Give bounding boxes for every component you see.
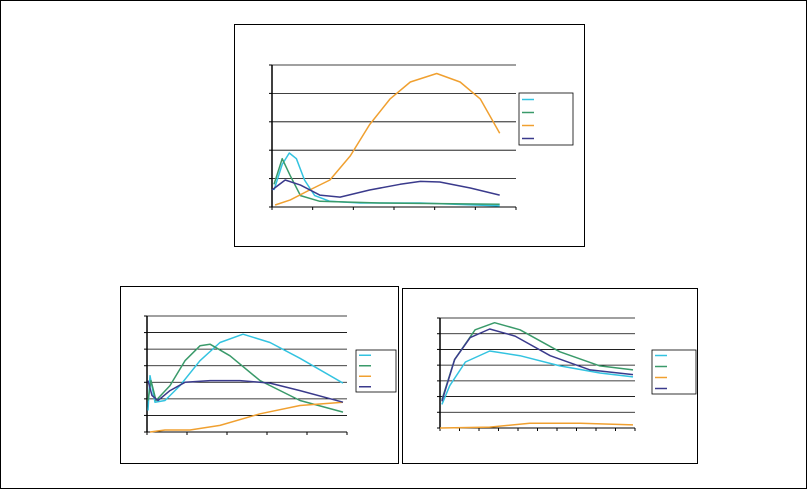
series-line [273, 157, 500, 205]
series-line [441, 350, 634, 405]
series-line [147, 379, 344, 403]
series-line [149, 401, 344, 433]
legend-box [518, 92, 574, 146]
series-line [274, 72, 501, 206]
legend-box [355, 349, 397, 393]
series-line [147, 333, 344, 411]
series-line [147, 343, 344, 413]
series-line [439, 422, 634, 429]
series-line [271, 179, 500, 198]
series-line [441, 328, 634, 402]
legend-box [651, 349, 697, 395]
